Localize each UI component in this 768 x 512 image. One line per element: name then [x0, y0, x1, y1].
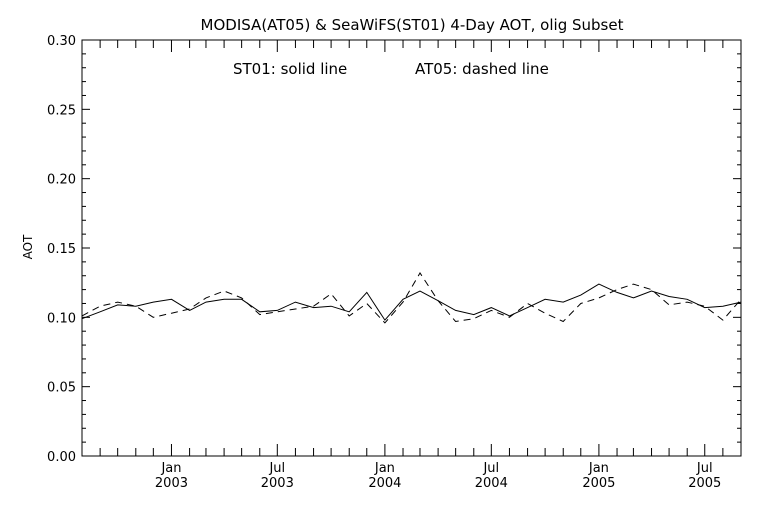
- y-tick-label: 0.05: [47, 381, 76, 396]
- x-tick-month-label: Jan: [374, 461, 395, 476]
- chart-title: MODISA(AT05) & SeaWiFS(ST01) 4-Day AOT, …: [201, 16, 624, 34]
- x-tick-month-label: Jul: [268, 461, 285, 476]
- y-tick-label: 0.15: [47, 242, 76, 257]
- legend-solid-annotation: ST01: solid line: [233, 60, 347, 78]
- x-tick-year-label: 2003: [261, 476, 294, 491]
- axes: 0.000.050.100.150.200.250.30Jan2003Jul20…: [47, 34, 742, 491]
- x-tick-month-label: Jan: [160, 461, 181, 476]
- plot-frame: [81, 39, 742, 457]
- y-tick-label: 0.25: [47, 103, 76, 118]
- x-tick-month-label: Jan: [588, 461, 609, 476]
- y-tick-label: 0.30: [47, 34, 76, 49]
- x-tick-year-label: 2005: [688, 476, 721, 491]
- x-tick-month-label: Jul: [482, 461, 499, 476]
- x-tick-year-label: 2005: [582, 476, 615, 491]
- legend-dashed-annotation: AT05: dashed line: [415, 60, 549, 78]
- y-tick-label: 0.00: [47, 450, 76, 465]
- y-tick-label: 0.10: [47, 311, 76, 326]
- x-tick-year-label: 2004: [475, 476, 508, 491]
- y-tick-label: 0.20: [47, 173, 76, 188]
- series-line-at05: [81, 272, 742, 324]
- y-axis-label: AOT: [21, 234, 35, 259]
- x-tick-month-label: Jul: [696, 461, 713, 476]
- x-tick-year-label: 2003: [155, 476, 188, 491]
- x-tick-year-label: 2004: [368, 476, 401, 491]
- series-line-st01: [81, 283, 742, 321]
- series-lines: [81, 272, 742, 324]
